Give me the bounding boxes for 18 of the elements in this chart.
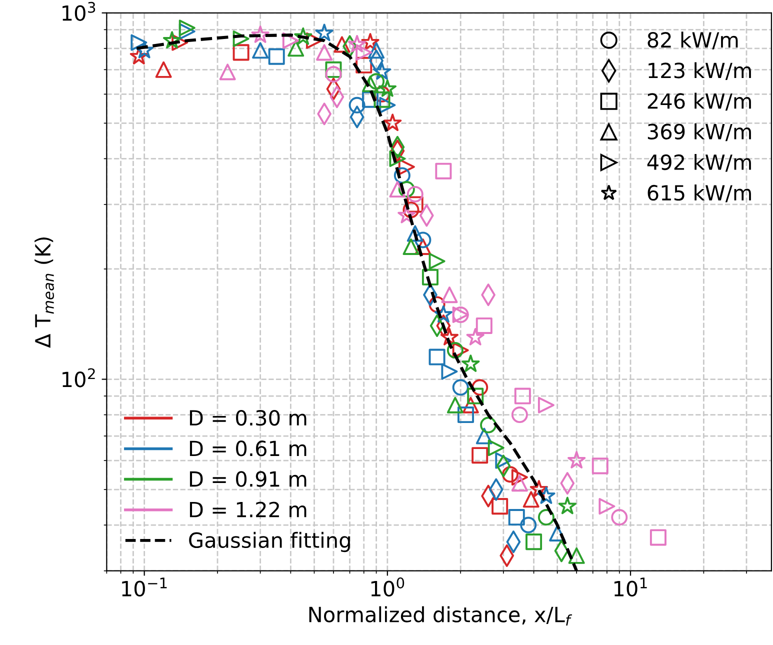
x-tick-label: 10$^{1}$ [614, 578, 647, 597]
y-axis-title: Δ T$_{mean}$ (K) [34, 238, 54, 348]
y-tick-label: 10$^{2}$ [62, 368, 95, 388]
legend-label: D = 0.30 m [190, 410, 306, 426]
annotation: 369 kW/m [648, 123, 751, 142]
legend-label: D = 0.61 m [190, 440, 306, 456]
legend-label: Gaussian fitting [189, 532, 350, 552]
annotation: 123 kW/m [648, 62, 751, 80]
legend-label: D = 0.91 m [190, 471, 306, 487]
x-axis-title: Normalized distance, x/L$_{f}$ [309, 606, 572, 626]
x-tick-label: 10$^{0}$ [371, 577, 404, 597]
annotation: 246 kW/m [648, 92, 751, 111]
legend-label: D = 1.22 m [190, 502, 306, 518]
annotation: 492 kW/m [647, 154, 751, 172]
annotation: 615 kW/m [648, 184, 751, 202]
x-tick-label: 10$^{−1}$ [122, 578, 167, 597]
annotation: 82 kW/m [648, 32, 738, 50]
y-tick-label: 10$^{3}$ [62, 2, 96, 21]
